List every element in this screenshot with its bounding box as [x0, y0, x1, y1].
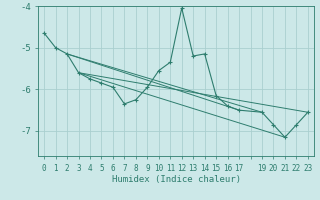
X-axis label: Humidex (Indice chaleur): Humidex (Indice chaleur)	[111, 175, 241, 184]
